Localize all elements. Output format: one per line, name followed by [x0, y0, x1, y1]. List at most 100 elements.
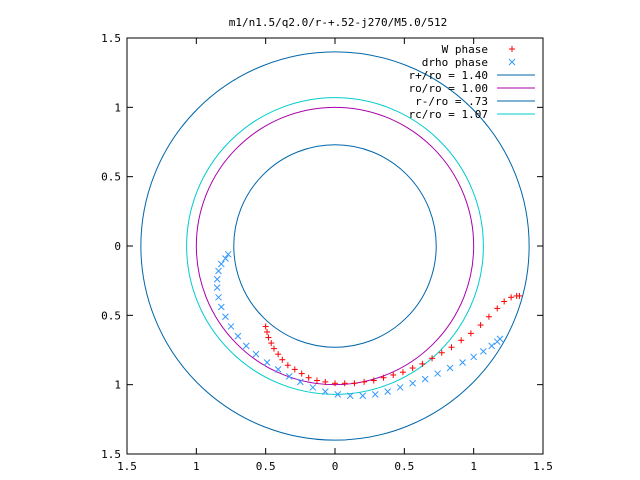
w-phase-point	[305, 374, 312, 381]
w-phase-point	[380, 374, 387, 381]
x-tick-label: 1	[193, 460, 200, 473]
y-tick-label: 1.5	[101, 448, 121, 461]
w-phase-point	[361, 378, 368, 385]
w-phase-point	[429, 355, 436, 362]
drho-phase-point	[409, 379, 417, 387]
drho-phase-point	[263, 359, 271, 366]
drho-phase-point	[421, 375, 429, 383]
x-tick-label: 0	[332, 460, 339, 473]
drho-phase-point	[234, 332, 242, 340]
circle-2	[140, 51, 530, 441]
drho-phase-point	[217, 303, 225, 311]
legend-label: ro/ro = 1.00	[409, 82, 488, 95]
w-phase-point	[284, 362, 291, 369]
drho-phase-point	[334, 391, 342, 398]
drho-phase-point	[359, 392, 367, 400]
x-tick-label: 1	[470, 460, 477, 473]
w-phase-point	[516, 292, 523, 299]
drho-phase-point	[224, 250, 232, 258]
x-tick-label: 1.5	[117, 460, 137, 473]
w-phase-point	[448, 344, 455, 351]
y-tick-label: 0.5	[101, 171, 121, 184]
w-phase-point	[341, 380, 348, 387]
drho-phase-point	[309, 384, 317, 391]
drho-phase-point	[252, 350, 260, 358]
w-phase-point	[264, 328, 271, 335]
drho-phase-point	[296, 378, 304, 386]
legend-label: r-/ro = .73	[415, 95, 488, 108]
drho-phase-point	[396, 384, 404, 391]
drho-phase-point	[480, 348, 487, 355]
w-phase-point	[370, 377, 377, 384]
drho-phase-point	[242, 342, 250, 350]
drho-phase-point	[434, 370, 441, 377]
w-phase-point	[508, 294, 515, 301]
drho-phase-point	[371, 391, 379, 398]
drho-phase-point	[213, 275, 221, 283]
drho-phase-point	[222, 255, 229, 262]
x-tick-label: 1.5	[533, 460, 553, 473]
axis-ticks: 1.5 1 0.5 0 0.5 1 1.51.510.500.511.5	[101, 32, 553, 473]
w-phase-point	[419, 360, 426, 367]
w-phase-point	[399, 369, 406, 376]
w-phase-point	[409, 365, 416, 372]
w-phase-point	[268, 340, 275, 347]
drho-phase-point	[227, 323, 235, 330]
chart-title: m1/n1.5/q2.0/r-+.52-j270/M5.0/512	[229, 16, 448, 29]
drho-phase-point	[285, 372, 293, 380]
legend-label: W phase	[442, 43, 488, 56]
w-phase-point	[332, 380, 338, 387]
w-phase-point	[501, 298, 508, 305]
w-phase-point	[467, 330, 474, 337]
w-phase-point	[262, 323, 269, 330]
y-tick-label: 0	[114, 240, 121, 253]
drho-phase-point	[213, 284, 221, 291]
drho-phase-point	[488, 342, 496, 350]
drho-phase-point	[222, 313, 229, 321]
reference-circles	[140, 51, 530, 441]
w-phase-point	[458, 337, 465, 344]
legend-label: r+/ro = 1.40	[409, 69, 488, 82]
drho-phase-point	[346, 392, 354, 400]
w-phase-point	[265, 334, 272, 341]
y-tick-label: 1	[114, 379, 121, 392]
legend-label: drho phase	[422, 56, 488, 69]
x-tick-label: 0.5	[256, 460, 276, 473]
w-phase-point	[275, 351, 282, 358]
y-tick-label: 1.5	[101, 32, 121, 45]
drho-phase-point	[215, 293, 222, 301]
drho-phase-point	[215, 267, 222, 275]
data-points	[213, 250, 523, 400]
w-phase-point	[270, 345, 277, 352]
circle-5	[186, 97, 484, 395]
w-phase-point	[313, 377, 320, 384]
drho-phase-point	[384, 388, 392, 395]
w-phase-point	[494, 305, 501, 312]
drho-phase-point	[459, 359, 466, 366]
w-phase-point	[438, 349, 445, 356]
drho-phase-point	[470, 353, 478, 361]
circle-4	[233, 144, 437, 348]
drho-phase-point	[321, 388, 329, 395]
drho-phase-point	[217, 260, 225, 268]
w-phase-point	[322, 378, 329, 385]
w-phase-point	[390, 371, 397, 378]
w-phase-point	[485, 313, 492, 320]
drho-phase-point	[446, 364, 454, 372]
y-tick-label: 1	[114, 101, 121, 114]
drho-phase-point	[496, 335, 504, 343]
w-phase-point	[298, 370, 305, 377]
drho-phase-point	[274, 366, 282, 373]
w-phase-point	[477, 322, 484, 329]
w-phase-point	[351, 380, 358, 387]
w-phase-point	[279, 356, 286, 363]
legend-label: rc/ro = 1.07	[409, 108, 488, 121]
w-phase-point	[291, 366, 298, 373]
x-tick-label: 0.5	[394, 460, 414, 473]
legend-swatch	[509, 46, 515, 52]
y-tick-label: 0.5	[101, 309, 121, 322]
circle-3	[195, 106, 475, 386]
legend-swatch	[508, 58, 516, 66]
